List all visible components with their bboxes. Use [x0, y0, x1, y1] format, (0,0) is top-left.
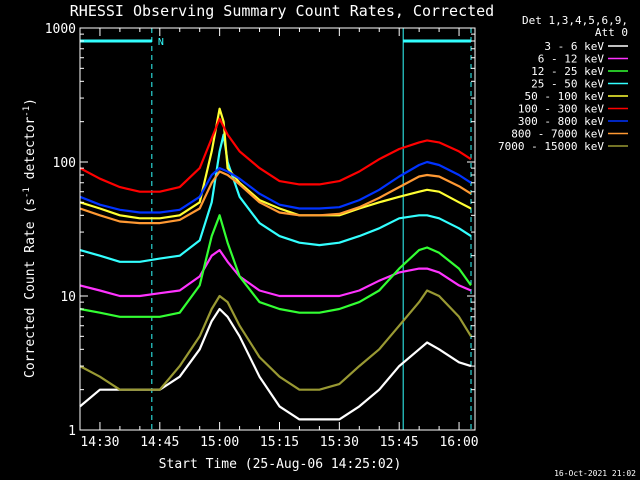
footer-timestamp: 16-Oct-2021 21:02 — [554, 469, 636, 478]
x-tick-label: 15:45 — [380, 435, 419, 450]
legend-label: 50 - 100 keV — [525, 90, 605, 103]
y-tick-label: 100 — [53, 156, 76, 171]
legend-label: 6 - 12 keV — [538, 53, 605, 66]
y-axis-label-exp1: -1 — [22, 187, 32, 198]
series-line-8 — [79, 170, 472, 225]
y-axis-label-close: ) — [23, 98, 38, 106]
series-line-4 — [79, 133, 472, 263]
series-line-5 — [79, 107, 472, 220]
legend-label: 12 - 25 keV — [531, 65, 604, 78]
plot-frame — [79, 27, 476, 431]
series-group — [79, 107, 472, 421]
y-axis-label-exp2: -1 — [22, 106, 32, 117]
x-tick-label: 15:00 — [200, 435, 239, 450]
series-line-7 — [79, 160, 472, 214]
x-axis-label: Start Time (25-Aug-06 14:25:02) — [159, 457, 402, 472]
y-axis-label-main: Corrected Count Rate (s — [23, 198, 38, 378]
y-tick-label: 1 — [68, 424, 76, 439]
x-tick-label: 15:15 — [260, 435, 299, 450]
y-tick-label: 10 — [60, 290, 76, 305]
x-tick-label: 15:30 — [320, 435, 359, 450]
axes: 1 10 100 1000 14:30 14:45 15:00 15:15 15:30 15:45… — [45, 22, 479, 450]
legend-label: 25 - 50 keV — [531, 78, 604, 91]
series-line-2 — [79, 249, 472, 298]
x-tick-label: 14:30 — [80, 435, 119, 450]
legend-label: 7000 - 15000 keV — [498, 140, 604, 153]
x-tick-label: 16:00 — [439, 435, 478, 450]
series-line-9 — [79, 289, 472, 391]
night-label: N — [158, 37, 164, 48]
legend-label: 300 - 800 keV — [518, 115, 604, 128]
y-axis-label: Corrected Count Rate (s-1 detector-1) — [22, 98, 38, 378]
legend-label: 3 - 6 keV — [544, 40, 604, 53]
series-line-3 — [79, 214, 472, 318]
x-tick-label: 14:45 — [140, 435, 179, 450]
legend-header-line: Det 1,3,4,5,6,9, — [522, 14, 628, 27]
y-tick-label: 1000 — [45, 22, 76, 37]
annotations: N — [80, 28, 472, 430]
y-axis-label-mid: detector — [23, 117, 38, 188]
series-line-6 — [79, 117, 472, 193]
legend-label: 100 - 300 keV — [518, 103, 604, 116]
legend-label: 800 - 7000 keV — [511, 128, 604, 141]
legend-header-line: Att 0 — [595, 26, 628, 39]
chart-title: RHESSI Observing Summary Count Rates, Co… — [70, 2, 494, 20]
